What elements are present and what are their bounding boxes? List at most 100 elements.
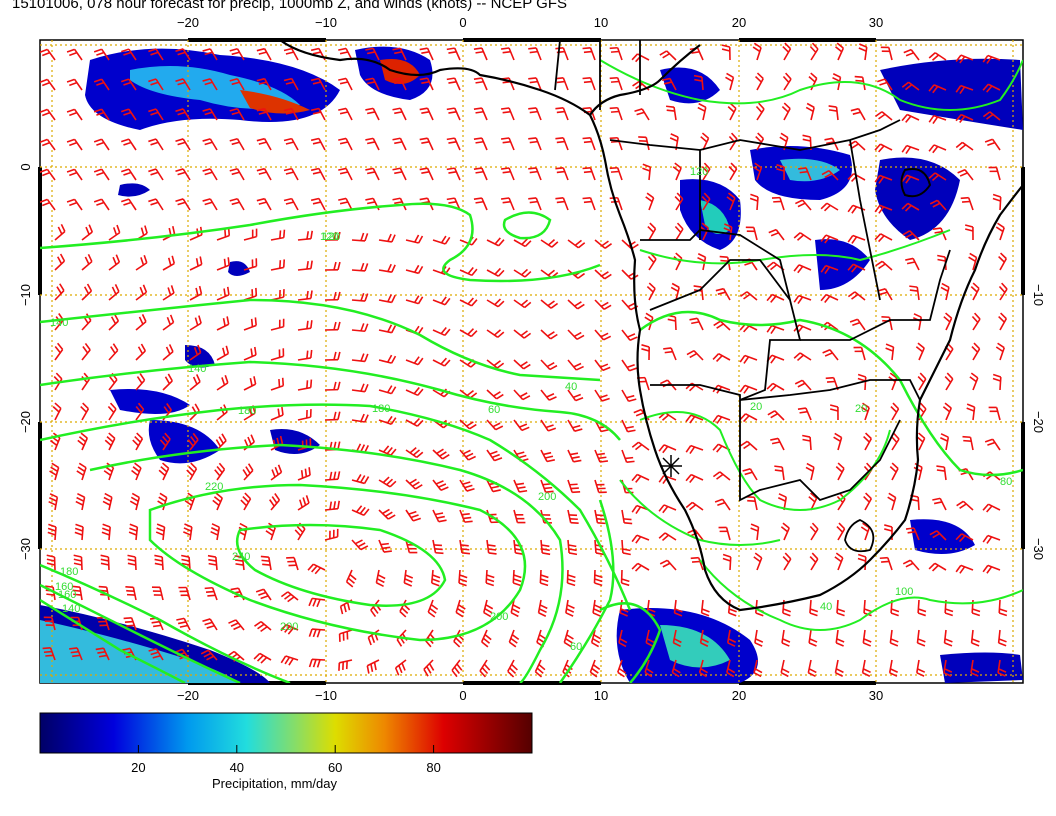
wind-barb — [988, 166, 1001, 181]
wind-barb — [860, 402, 870, 421]
wind-barb — [162, 344, 174, 361]
contour-east-2 — [558, 499, 615, 683]
wind-barb — [674, 192, 684, 211]
wind-barb — [621, 419, 636, 433]
frame-bar — [1021, 422, 1025, 549]
contour-label: 120 — [320, 231, 338, 243]
wind-barb — [540, 299, 559, 309]
wind-barb — [722, 553, 732, 571]
wind-barb — [189, 285, 203, 301]
wind-barb — [889, 629, 899, 647]
wind-barb — [753, 552, 763, 571]
wind-barb — [942, 402, 952, 421]
wind-barb — [745, 226, 758, 241]
wind-barb — [283, 77, 299, 91]
wind-barb — [324, 231, 341, 241]
wind-barb — [297, 409, 312, 421]
wind-barb — [125, 586, 137, 601]
frame-bar — [38, 167, 42, 295]
wind-barb — [104, 432, 116, 451]
wind-barb — [446, 107, 461, 121]
wind-barb — [207, 554, 218, 571]
wind-barb — [162, 314, 175, 331]
wind-barb — [567, 449, 582, 463]
wind-barb — [641, 344, 650, 361]
wind-barb — [459, 539, 471, 555]
wind-barb — [780, 522, 790, 541]
wind-barb — [365, 167, 380, 181]
lon-tick-label: −20 — [177, 688, 199, 703]
contour-label: 120 — [322, 231, 340, 243]
wind-barb — [378, 233, 396, 243]
wind-barb — [365, 107, 380, 121]
wind-barb — [849, 318, 866, 331]
wind-barb — [848, 140, 866, 151]
wind-barb — [216, 374, 229, 391]
wind-barb — [808, 72, 818, 91]
wind-barb — [229, 47, 245, 61]
wind-barb — [243, 346, 257, 361]
wind-barb — [822, 349, 839, 361]
wind-barb — [528, 197, 542, 211]
wind-barb — [270, 406, 284, 421]
wind-barb — [310, 77, 326, 91]
wind-barb — [392, 47, 407, 61]
lat-tick-label: −10 — [18, 284, 33, 306]
wind-barb — [645, 629, 655, 648]
wind-barb — [66, 108, 83, 121]
wind-barb — [874, 174, 893, 184]
wind-barb — [739, 291, 758, 301]
contour-land-2 — [639, 411, 891, 511]
wind-barb — [419, 77, 434, 91]
wind-barb — [808, 492, 818, 511]
contour-label: 20 — [750, 401, 762, 413]
wind-barb — [486, 267, 505, 277]
wind-barb — [54, 342, 64, 361]
wind-barb — [40, 78, 56, 91]
wind-barb — [324, 291, 341, 301]
wind-barb — [419, 47, 434, 61]
wind-barb — [256, 77, 272, 91]
wind-barb — [798, 167, 812, 181]
wind-barb — [829, 404, 839, 421]
wind-barb — [955, 113, 974, 123]
wind-barb — [860, 522, 870, 541]
wind-barb — [162, 373, 173, 391]
wind-barb — [513, 389, 531, 401]
wind-barb — [430, 569, 441, 587]
wind-barb — [365, 47, 380, 61]
wind-barb — [833, 432, 843, 451]
wind-barb — [555, 137, 569, 151]
wind-barb — [405, 386, 424, 397]
wind-barb — [485, 569, 495, 587]
wind-barb — [459, 449, 476, 461]
wind-barb — [480, 629, 492, 648]
wind-barb — [582, 76, 596, 91]
wind-barb — [243, 317, 257, 331]
wind-barb — [473, 197, 488, 211]
wind-barb — [739, 354, 758, 364]
wind-barb — [95, 647, 110, 661]
lon-tick-label: −20 — [177, 15, 199, 30]
wind-barb — [701, 162, 711, 181]
wind-barb — [459, 297, 478, 307]
contour-240 — [235, 523, 447, 607]
wind-barb — [405, 478, 423, 490]
wind-barb — [809, 599, 819, 617]
wind-barb — [40, 168, 56, 181]
wind-barb — [338, 107, 353, 121]
wind-barb — [283, 167, 299, 181]
wind-barb — [108, 343, 119, 361]
wind-barb — [853, 346, 866, 361]
wind-barb — [594, 509, 606, 525]
wind-barb — [713, 320, 731, 331]
wind-barb — [365, 197, 380, 211]
wind-barb — [916, 659, 926, 677]
wind-barb — [699, 629, 709, 647]
wind-barb — [269, 493, 281, 511]
wind-barb — [955, 141, 974, 151]
wind-barb — [365, 137, 380, 151]
precip-area — [185, 345, 215, 368]
wind-barb — [646, 282, 656, 301]
